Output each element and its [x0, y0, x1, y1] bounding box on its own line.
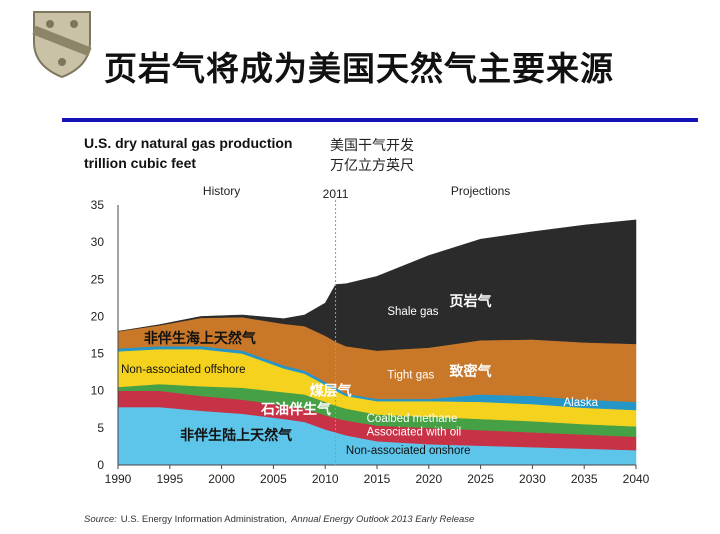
series-label-tight-gas: Tight gas: [387, 369, 434, 381]
y-tick-label-30: 30: [91, 235, 105, 249]
series-label-cn-associated-with-oil: 石油伴生气: [260, 401, 331, 418]
x-tick-label-2005: 2005: [260, 472, 287, 486]
source-prefix: Source:: [84, 514, 117, 525]
series-label-cn-non-associated-offshore: 非伴生海上天然气: [144, 330, 256, 347]
y-tick-label-5: 5: [97, 421, 104, 435]
series-label-non-associated-onshore: Non-associated onshore: [346, 445, 471, 457]
shield-crest-icon: [32, 11, 92, 79]
series-label-non-associated-offshore: Non-associated offshore: [121, 364, 245, 376]
x-tick-label-2030: 2030: [519, 472, 546, 486]
labels-layer: Non-associated onshore 非伴生陆上天然气 Associated…: [121, 293, 598, 457]
axes-layer: 1990 1995 2000 2005 2010 2015 2020 2025 2030 2035…: [91, 184, 650, 486]
x-tick-label-2025: 2025: [467, 472, 494, 486]
x-tick-label-2010: 2010: [312, 472, 339, 486]
series-label-alaska: Alaska: [563, 397, 598, 409]
y-tick-label-35: 35: [91, 198, 105, 212]
chart-title: U.S. dry natural gas production: [84, 135, 292, 151]
period-label-history: History: [203, 184, 240, 198]
y-tick-label-15: 15: [91, 347, 105, 361]
chart-annotation-cn-2: 万亿立方英尺: [330, 157, 414, 174]
source-publication: Annual Energy Outlook 2013 Early Release: [290, 514, 474, 525]
chart-subtitle: trillion cubic feet: [84, 155, 196, 171]
x-tick-label-2040: 2040: [623, 472, 650, 486]
series-label-cn-coalbed-methane: 煤层气: [310, 382, 352, 399]
series-label-cn-shale-gas: 页岩气: [450, 293, 492, 310]
source-agency: U.S. Energy Information Administration,: [121, 514, 287, 525]
y-tick-label-25: 25: [91, 272, 105, 286]
title-rule: [62, 118, 698, 122]
source-note: Source: U.S. Energy Information Administr…: [84, 514, 474, 525]
y-tick-label-10: 10: [91, 384, 105, 398]
series-label-cn-non-associated-onshore: 非伴生陆上天然气: [180, 427, 292, 444]
x-tick-label-1995: 1995: [156, 472, 183, 486]
series-label-coalbed-methane: Coalbed methane: [367, 413, 458, 425]
slide-title: 页岩气将成为美国天然气主要来源: [104, 49, 614, 88]
series-label-associated-with-oil: Associated with oil: [367, 427, 462, 439]
area-shale-gas: [117, 219, 637, 351]
x-tick-label-2015: 2015: [364, 472, 391, 486]
x-tick-label-2000: 2000: [208, 472, 235, 486]
divider-year-label: 2011: [323, 187, 349, 201]
series-label-cn-tight-gas: 致密气: [450, 363, 492, 380]
series-label-shale-gas: Shale gas: [387, 306, 438, 318]
areas-layer: [117, 219, 637, 466]
y-tick-label-20: 20: [91, 309, 105, 323]
x-tick-label-2020: 2020: [415, 472, 442, 486]
y-tick-label-0: 0: [97, 458, 104, 472]
x-tick-label-2035: 2035: [571, 472, 598, 486]
chart-annotation-cn-1: 美国干气开发: [330, 138, 414, 154]
period-label-projections: Projections: [451, 184, 510, 198]
x-tick-label-1990: 1990: [105, 472, 132, 486]
